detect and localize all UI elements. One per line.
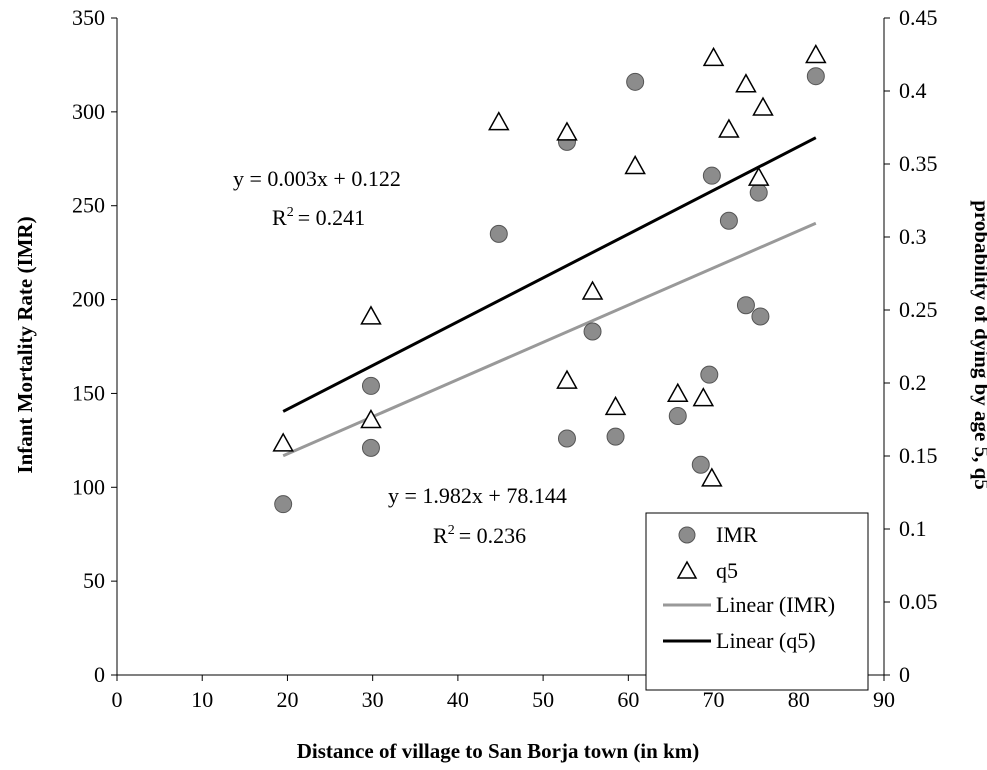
x-tick-label: 60 — [617, 687, 639, 712]
q5-point — [692, 387, 715, 407]
imr-point — [606, 427, 625, 446]
q5-point — [666, 382, 689, 402]
y2-tick-label: 0.15 — [899, 443, 938, 468]
imr-point — [361, 438, 380, 457]
x-tick-label: 70 — [703, 687, 725, 712]
y2-tick-label: 0.4 — [899, 78, 927, 103]
axes: 0 10 20 30 40 50 60 70 80 90050100150200250300350… — [72, 5, 938, 712]
imr-point — [668, 406, 687, 425]
imr-point — [751, 307, 770, 326]
legend-q5-label: q5 — [716, 558, 738, 583]
y2-tick-label: 0.45 — [899, 5, 938, 30]
imr-point — [583, 322, 602, 341]
x-tick-label: 50 — [532, 687, 554, 712]
imr-point — [702, 166, 721, 185]
imr-point — [749, 183, 768, 202]
q5-point — [556, 369, 578, 389]
q5-point — [360, 408, 382, 429]
y-tick-label: 100 — [72, 474, 105, 499]
q5-point — [702, 46, 725, 67]
legend-imr-marker — [678, 526, 696, 544]
q5-point — [752, 96, 774, 116]
y-tick-label: 200 — [72, 287, 105, 312]
imr-point — [806, 67, 825, 86]
imr-r2-label: R2 = 0.236 — [433, 523, 526, 548]
q5-point — [747, 166, 770, 186]
q5-point — [581, 280, 604, 300]
imr-point — [626, 72, 645, 91]
q5-equation: y = 0.003x + 0.122 — [233, 166, 401, 191]
y-tick-label: 150 — [72, 380, 105, 405]
x-axis-title: Distance of village to San Borja town (i… — [297, 739, 700, 763]
x-tick-label: 20 — [276, 687, 298, 712]
legend-linear-imr-label: Linear (IMR) — [716, 592, 835, 617]
x-tick-label: 80 — [788, 687, 810, 712]
imr-point — [361, 376, 380, 395]
imr-point — [691, 455, 710, 474]
q5-point — [556, 121, 578, 141]
y2-axis-title: probability of dying by age 5, q5 — [970, 200, 987, 490]
q5-point — [604, 395, 627, 416]
y-tick-label: 250 — [72, 193, 105, 218]
y2-tick-label: 0.3 — [899, 224, 927, 249]
imr-equation: y = 1.982x + 78.144 — [388, 483, 567, 508]
x-tick-label: 0 — [112, 687, 123, 712]
imr-point — [274, 495, 293, 514]
imr-point — [719, 211, 738, 230]
legend: IMR q5 Linear (IMR) Linear (q5) — [645, 512, 869, 691]
q5-point — [360, 305, 382, 325]
legend-linear-q5-label: Linear (q5) — [716, 628, 816, 653]
y-tick-label: 300 — [72, 99, 105, 124]
y2-tick-label: 0.05 — [899, 589, 938, 614]
x-tick-label: 40 — [447, 687, 469, 712]
x-tick-label: 30 — [362, 687, 384, 712]
y2-tick-label: 0.25 — [899, 297, 938, 322]
imr-point — [736, 296, 755, 315]
q5-point — [488, 111, 510, 131]
y-axis-title: Infant Mortality Rate (IMR) — [13, 216, 37, 473]
y2-tick-label: 0.1 — [899, 516, 927, 541]
y2-tick-label: 0.2 — [899, 370, 927, 395]
y-tick-label: 50 — [83, 568, 105, 593]
q5-point — [718, 118, 740, 138]
x-tick-label: 90 — [873, 687, 895, 712]
x-tick-label: 10 — [191, 687, 213, 712]
q5-point — [735, 73, 757, 93]
q5-r2-label: R2 = 0.241 — [272, 205, 365, 230]
legend-q5-marker — [676, 560, 698, 579]
imr-point — [489, 224, 508, 243]
data-points — [272, 43, 827, 514]
y2-tick-label: 0.35 — [899, 151, 938, 176]
q5-point — [805, 43, 827, 64]
imr-point — [557, 429, 576, 448]
y2-tick-label: 0 — [899, 662, 910, 687]
q5-equation-annotation: y = 0.003x + 0.122 R2 = 0.241 — [233, 166, 401, 230]
q5-point — [272, 432, 294, 452]
imr-point — [700, 365, 719, 384]
trendline-q5 — [282, 136, 817, 413]
legend-imr-label: IMR — [716, 522, 758, 547]
q5-point — [701, 467, 723, 487]
y-tick-label: 350 — [72, 5, 105, 30]
imr-equation-annotation: y = 1.982x + 78.144 R2 = 0.236 — [388, 483, 567, 548]
q5-point — [624, 154, 646, 175]
y-tick-label: 0 — [94, 662, 105, 687]
